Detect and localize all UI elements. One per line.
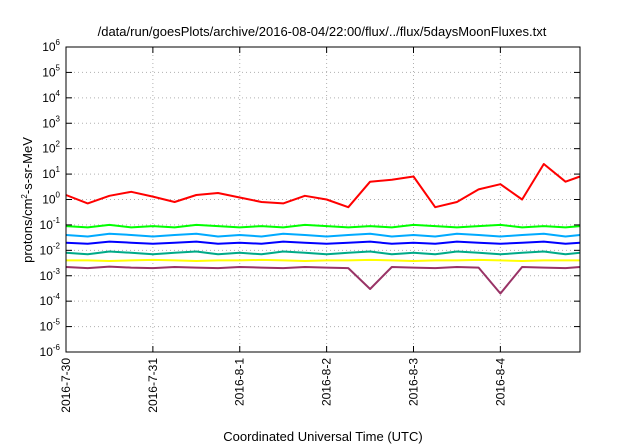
series-lines	[65, 163, 581, 295]
y-tick-exp: 6	[56, 38, 61, 47]
y-label-post: -s-sr-MeV	[20, 137, 35, 194]
y-tick-exp: -5	[53, 318, 61, 327]
y-tick-labels: 10-610-510-410-310-210-11001011021031041…	[40, 38, 61, 359]
y-tick-base: 10	[42, 116, 56, 130]
y-tick-label: 10-4	[40, 292, 61, 308]
y-label-pre: protons/cm	[20, 199, 35, 263]
y-tick-base: 10	[40, 243, 54, 257]
series-line-5	[65, 250, 581, 256]
y-label-sup: 2	[20, 194, 29, 199]
series-line-4	[65, 240, 581, 245]
x-tick-label: 2016-7-30	[59, 358, 73, 413]
y-tick-exp: 1	[56, 165, 61, 174]
series-line-1	[65, 163, 581, 209]
y-tick-exp: -6	[53, 343, 61, 352]
y-tick-label: 102	[42, 140, 60, 156]
series-line-2	[65, 223, 581, 229]
x-tick-label: 2016-7-31	[146, 358, 160, 413]
x-tick-label: 2016-8-3	[406, 358, 420, 406]
y-tick-label: 10-6	[40, 343, 61, 359]
x-tick-label: 2016-8-2	[320, 358, 334, 406]
y-tick-exp: -2	[53, 241, 61, 250]
x-tick-labels: 2016-7-30 2016-7-31 2016-8-1 2016-8-2 2016-8…	[59, 358, 507, 413]
y-tick-label: 105	[42, 63, 60, 79]
y-tick-base: 10	[40, 218, 54, 232]
y-tick-exp: -4	[53, 292, 61, 301]
y-axis-label: protons/cm2-s-sr-MeV	[20, 137, 35, 263]
y-tick-base: 10	[40, 294, 54, 308]
y-tick-label: 10-2	[40, 241, 61, 257]
chart-title: /data/run/goesPlots/archive/2016-08-04/2…	[98, 24, 547, 39]
y-tick-label: 10-5	[40, 318, 61, 334]
y-tick-base: 10	[42, 40, 56, 54]
y-tick-exp: 5	[56, 63, 61, 72]
series-line-3	[65, 232, 581, 238]
x-tick-label: 2016-8-1	[233, 358, 247, 406]
y-tick-base: 10	[40, 269, 54, 283]
y-tick-label: 100	[42, 191, 60, 207]
y-tick-exp: -1	[53, 216, 61, 225]
y-tick-exp: 0	[56, 191, 61, 200]
y-tick-base: 10	[42, 193, 56, 207]
y-tick-exp: 3	[56, 114, 61, 123]
y-tick-label: 101	[42, 165, 60, 181]
y-tick-label: 106	[42, 38, 60, 54]
y-tick-label: 10-1	[40, 216, 61, 232]
y-tick-exp: 2	[56, 140, 61, 149]
x-tick-label: 2016-8-4	[493, 358, 507, 406]
y-tick-exp: 4	[56, 89, 61, 98]
x-axis-label: Coordinated Universal Time (UTC)	[223, 429, 422, 444]
y-tick-exp: -3	[53, 267, 61, 276]
y-tick-base: 10	[40, 320, 54, 334]
y-tick-base: 10	[42, 65, 56, 79]
y-tick-base: 10	[40, 345, 54, 359]
y-tick-label: 10-3	[40, 267, 61, 283]
y-tick-base: 10	[42, 91, 56, 105]
y-tick-base: 10	[42, 142, 56, 156]
ticks	[65, 46, 580, 353]
y-tick-base: 10	[42, 167, 56, 181]
series-line-7	[65, 265, 581, 295]
y-tick-label: 103	[42, 114, 60, 130]
y-tick-label: 104	[42, 89, 60, 105]
series-line-6	[66, 258, 580, 262]
